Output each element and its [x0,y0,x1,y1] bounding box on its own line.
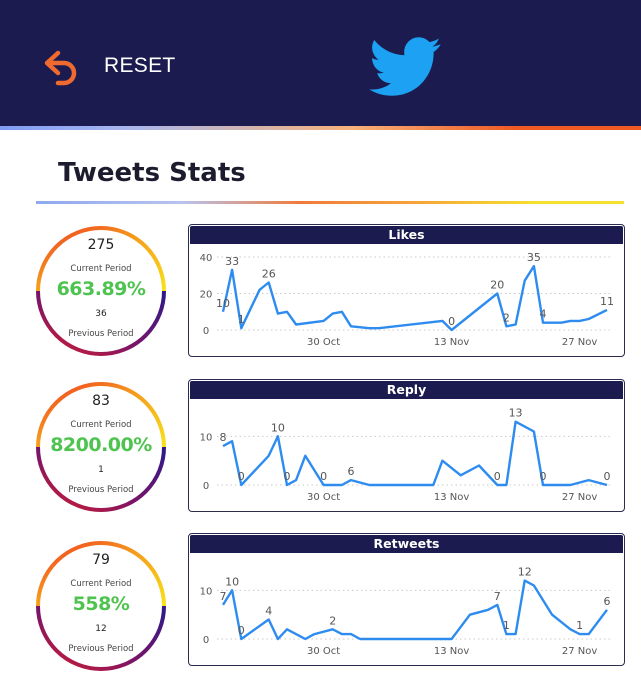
data-label: 0 [494,470,501,483]
x-tick-label: 30 Oct [307,337,340,348]
chart-title: Retweets [190,535,623,553]
series-line [221,264,608,332]
kpi-ring-lower-arc [36,446,166,512]
chart-title: Likes [190,226,623,244]
data-label: 0 [448,315,455,328]
likes-plot: 0 20 40 30 Oct 13 Nov 27 Nov 10 33 1 26 0 20 2 35 4 11 [200,251,614,348]
retweets-chart: 0 10 30 Oct 13 Nov 27 Nov 7 10 0 4 2 7 1 12 1 6 Retwee… [188,533,625,666]
header-bar: RESET [0,0,641,126]
data-label: 6 [348,465,355,478]
data-label: 13 [509,407,523,420]
kpi-previous-label: Previous Period [68,644,134,654]
data-label: 35 [527,251,541,264]
data-label: 2 [329,614,336,627]
y-tick-label: 10 [200,432,213,443]
data-label: 4 [265,605,272,618]
data-label: 0 [540,470,547,483]
kpi-current-label: Current Period [70,579,132,589]
data-label: 12 [518,566,532,579]
reply-chart: 0 10 30 Oct 13 Nov 27 Nov 8 0 10 0 0 6 0 13 0 0 Reply [188,379,625,512]
y-tick-label: 20 [200,290,213,301]
likes-chart: 0 20 40 30 Oct 13 Nov 27 Nov 10 33 1 26 0 20 2 35 4 11 … [188,224,625,357]
data-label: 0 [604,470,611,483]
kpi-retweets: 79 Current Period 558% 12 Previous Perio… [34,539,168,673]
title-divider [36,201,624,204]
kpi-current-value: 83 [92,393,110,409]
kpi-previous-value: 1 [98,465,104,475]
data-label: 20 [490,279,504,292]
data-label: 33 [225,255,239,268]
kpi-ring-lower-arc [36,290,166,356]
kpi-ring [36,541,166,671]
kpi-current-value: 275 [87,237,115,253]
kpi-current-label: Current Period [70,420,132,430]
data-label: 0 [238,470,245,483]
kpi-previous-label: Previous Period [68,485,134,495]
data-label: 0 [320,470,327,483]
reset-label: RESET [104,54,176,77]
data-label: 7 [494,590,501,603]
x-tick-label: 30 Oct [307,646,340,657]
series-line [221,579,608,641]
data-label: 8 [220,431,227,444]
data-label: 2 [503,311,510,324]
data-label: 1 [503,619,510,632]
kpi-percent-change: 8200.00% [50,434,152,456]
kpi-likes: 275 Current Period 663.89% 36 Previous P… [34,224,168,358]
kpi-current-label: Current Period [70,264,132,274]
kpi-previous-label: Previous Period [68,329,134,339]
data-label: 11 [600,295,614,308]
reset-button[interactable]: RESET [38,44,176,88]
kpi-ring-upper-arc [36,226,166,292]
chart-title: Reply [190,381,623,399]
kpi-current-value: 79 [92,552,110,568]
kpi-ring [36,382,166,512]
data-label: 1 [238,313,245,326]
data-label: 0 [238,624,245,637]
data-label: 26 [262,268,276,281]
undo-arrow-icon [44,50,77,86]
x-tick-label: 27 Nov [562,492,598,503]
data-label: 1 [576,619,583,632]
data-label: 10 [225,575,239,588]
x-tick-label: 27 Nov [562,646,598,657]
x-tick-label: 13 Nov [434,337,470,348]
header-accent-stripe [0,126,641,130]
y-tick-label: 0 [203,326,209,337]
data-label: 4 [540,308,547,321]
retweets-plot: 0 10 30 Oct 13 Nov 27 Nov 7 10 0 4 2 7 1 12 1 6 [200,566,613,657]
kpi-ring-lower-arc [36,605,166,671]
y-tick-label: 0 [203,635,209,646]
kpi-percent-change: 663.89% [56,278,146,300]
kpi-ring-upper-arc [36,382,166,448]
x-tick-label: 13 Nov [434,492,470,503]
x-tick-label: 13 Nov [434,646,470,657]
kpi-percent-change: 558% [72,593,130,615]
page-title: Tweets Stats [58,158,246,188]
series-line [222,420,608,487]
kpi-previous-value: 36 [95,309,107,319]
data-label: 7 [220,590,227,603]
kpi-ring-upper-arc [36,541,166,607]
kpi-ring [36,226,166,356]
reply-plot: 0 10 30 Oct 13 Nov 27 Nov 8 0 10 0 0 6 0 13 0 0 [200,407,613,503]
data-label: 10 [216,297,230,310]
y-tick-label: 10 [200,586,213,597]
y-tick-label: 0 [203,481,209,492]
kpi-previous-value: 12 [95,624,107,634]
data-label: 0 [284,470,291,483]
x-tick-label: 30 Oct [307,492,340,503]
kpi-reply: 83 Current Period 8200.00% 1 Previous Pe… [34,380,168,514]
twitter-bird-icon [369,37,441,96]
data-label: 10 [271,421,285,434]
data-label: 6 [604,595,611,608]
y-tick-label: 40 [200,253,213,264]
x-tick-label: 27 Nov [562,337,598,348]
